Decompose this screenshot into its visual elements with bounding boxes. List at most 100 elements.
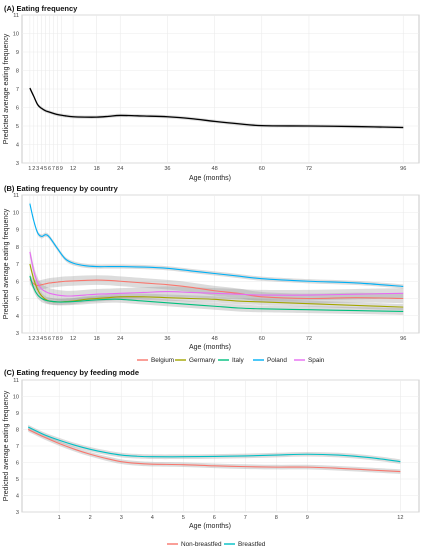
- panel-b-y-axis-label: Predicted average eating frequency: [3, 208, 10, 319]
- panel-a-y-axis-label: Predicted average eating frequency: [3, 33, 10, 144]
- panel-b-y-tick-label: 11: [13, 193, 19, 199]
- panel-b-legend: Belgium Germany Italy Poland Spain: [137, 357, 325, 364]
- panel-b-x-tick-label: 1: [28, 336, 31, 342]
- panel-c-series-line-non-breastfed: [27, 429, 401, 473]
- panel-c-series-line-breastfed: [27, 426, 401, 463]
- panel-b-x-tick-label: 2: [32, 336, 35, 342]
- panel-a-x-tick-label: 5: [44, 166, 47, 172]
- panel-c-y-tick-label: 5: [16, 477, 19, 483]
- panel-b-series-line-italy: [29, 275, 404, 312]
- panel-a-x-tick-label: 1: [28, 166, 31, 172]
- panel-a-x-tick-label: 2: [32, 166, 35, 172]
- panel-a-y-tick-label: 5: [16, 124, 19, 130]
- panel-a-x-tick-label: 24: [117, 166, 123, 172]
- panel-c-title: (C) Eating frequency by feeding mode: [4, 368, 139, 377]
- panel-b-series-line-germany: [29, 263, 404, 308]
- panel-b-x-tick-label: 48: [211, 336, 217, 342]
- panel-c-x-tick-label: 4: [151, 515, 154, 521]
- panel-c-y-tick-label: 7: [16, 444, 19, 450]
- panel-a-x-tick-label: 8: [56, 166, 59, 172]
- panel-b-x-tick-label: 60: [259, 336, 265, 342]
- panel-b-x-tick-label: 3: [36, 336, 39, 342]
- panel-b-y-tick-label: 10: [13, 210, 19, 216]
- panel-b-legend-label: Spain: [308, 357, 325, 364]
- panel-b-x-tick-label: 36: [164, 336, 170, 342]
- panel-c-y-tick-label: 3: [16, 510, 19, 516]
- panel-c-x-tick-label: 9: [306, 515, 309, 521]
- panel-b-x-tick-label: 24: [117, 336, 123, 342]
- panel-c-y-tick-label: 10: [13, 395, 19, 401]
- panel-a-y-tick-label: 10: [13, 32, 19, 38]
- panel-a-x-tick-label: 12: [70, 166, 76, 172]
- panel-b-x-tick-label: 72: [306, 336, 312, 342]
- panel-b-series-line-spain: [29, 251, 404, 297]
- panel-b-x-tick-label: 8: [56, 336, 59, 342]
- panel-a-x-tick-label: 3: [36, 166, 39, 172]
- panel-a-y-tick-label: 4: [16, 143, 19, 149]
- panel-a-x-tick-label: 72: [306, 166, 312, 172]
- panel-a-x-tick-label: 60: [259, 166, 265, 172]
- panel-a-x-tick-label: 36: [164, 166, 170, 172]
- panel-b-x-tick-label: 9: [60, 336, 63, 342]
- panel-b-x-tick-label: 7: [52, 336, 55, 342]
- panel-a-y-tick-label: 7: [16, 87, 19, 93]
- panel-a-y-tick-label: 9: [16, 50, 19, 56]
- panel-a-x-tick-label: 9: [60, 166, 63, 172]
- panel-a-y-tick-label: 8: [16, 69, 19, 75]
- panel-c-x-tick-label: 8: [275, 515, 278, 521]
- panel-b-x-tick-label: 96: [400, 336, 406, 342]
- panel-a-x-tick-label: 4: [40, 166, 43, 172]
- panel-c-y-tick-label: 8: [16, 428, 19, 434]
- panel-b-y-tick-label: 9: [16, 228, 19, 234]
- panel-b-y-tick-label: 5: [16, 297, 19, 303]
- panel-c-y-axis-label: Predicted average eating frequency: [3, 390, 10, 501]
- panel-c-x-tick-label: 1: [58, 515, 61, 521]
- panel-b-confidence-ribbon: [29, 260, 404, 311]
- panel-c: (C) Eating frequency by feeding mode 3 4 5…: [3, 368, 420, 548]
- panel-c-y-tick-label: 11: [13, 378, 19, 384]
- panel-c-x-tick-label: 3: [120, 515, 123, 521]
- panel-b: (B) Eating frequency by country 34567891…: [3, 184, 420, 364]
- panel-a-y-tick-label: 6: [16, 106, 19, 112]
- panel-c-y-tick-label: 4: [16, 494, 19, 500]
- panel-b-legend-label: Italy: [232, 357, 245, 364]
- panel-a-x-axis-label: Age (months): [189, 175, 231, 182]
- panel-a-confidence-ribbon: [29, 86, 404, 130]
- panel-b-legend-label: Poland: [267, 357, 287, 364]
- panel-c-legend: Non-breastfed Breastfed: [167, 541, 266, 548]
- panel-b-title: (B) Eating frequency by country: [4, 184, 119, 193]
- panel-c-legend-label: Non-breastfed: [181, 541, 222, 548]
- panel-a-x-tick-label: 18: [94, 166, 100, 172]
- panel-a-x-tick-label: 7: [52, 166, 55, 172]
- panel-b-y-tick-label: 4: [16, 314, 19, 320]
- panel-b-x-tick-label: 12: [70, 336, 76, 342]
- panel-b-x-tick-label: 6: [48, 336, 51, 342]
- panel-b-y-tick-label: 3: [16, 331, 19, 337]
- panel-b-y-tick-label: 7: [16, 262, 19, 268]
- panel-c-x-tick-label: 2: [89, 515, 92, 521]
- panel-a-x-tick-label: 6: [48, 166, 51, 172]
- panel-c-y-tick-label: 6: [16, 461, 19, 467]
- panel-c-x-tick-label: 7: [244, 515, 247, 521]
- panel-c-legend-label: Breastfed: [238, 541, 266, 548]
- panel-c-x-tick-label: 5: [182, 515, 185, 521]
- panel-a-y-tick-label: 3: [16, 161, 19, 167]
- panel-b-x-axis-label: Age (months): [189, 344, 231, 351]
- panel-a-title: (A) Eating frequency: [4, 4, 78, 13]
- panel-b-x-tick-label: 4: [40, 336, 43, 342]
- panel-a-y-tick-label: 11: [13, 13, 19, 19]
- panel-a-x-tick-label: 48: [211, 166, 217, 172]
- panel-c-x-tick-label: 12: [397, 515, 403, 521]
- panel-b-x-tick-label: 18: [94, 336, 100, 342]
- panel-c-y-tick-label: 9: [16, 411, 19, 417]
- panel-b-y-tick-label: 8: [16, 245, 19, 251]
- panel-c-x-axis-label: Age (months): [189, 523, 231, 530]
- panel-c-x-tick-label: 6: [213, 515, 216, 521]
- panel-b-series-line-poland: [29, 203, 404, 287]
- panel-b-x-tick-label: 5: [44, 336, 47, 342]
- panel-a-x-tick-label: 96: [400, 166, 406, 172]
